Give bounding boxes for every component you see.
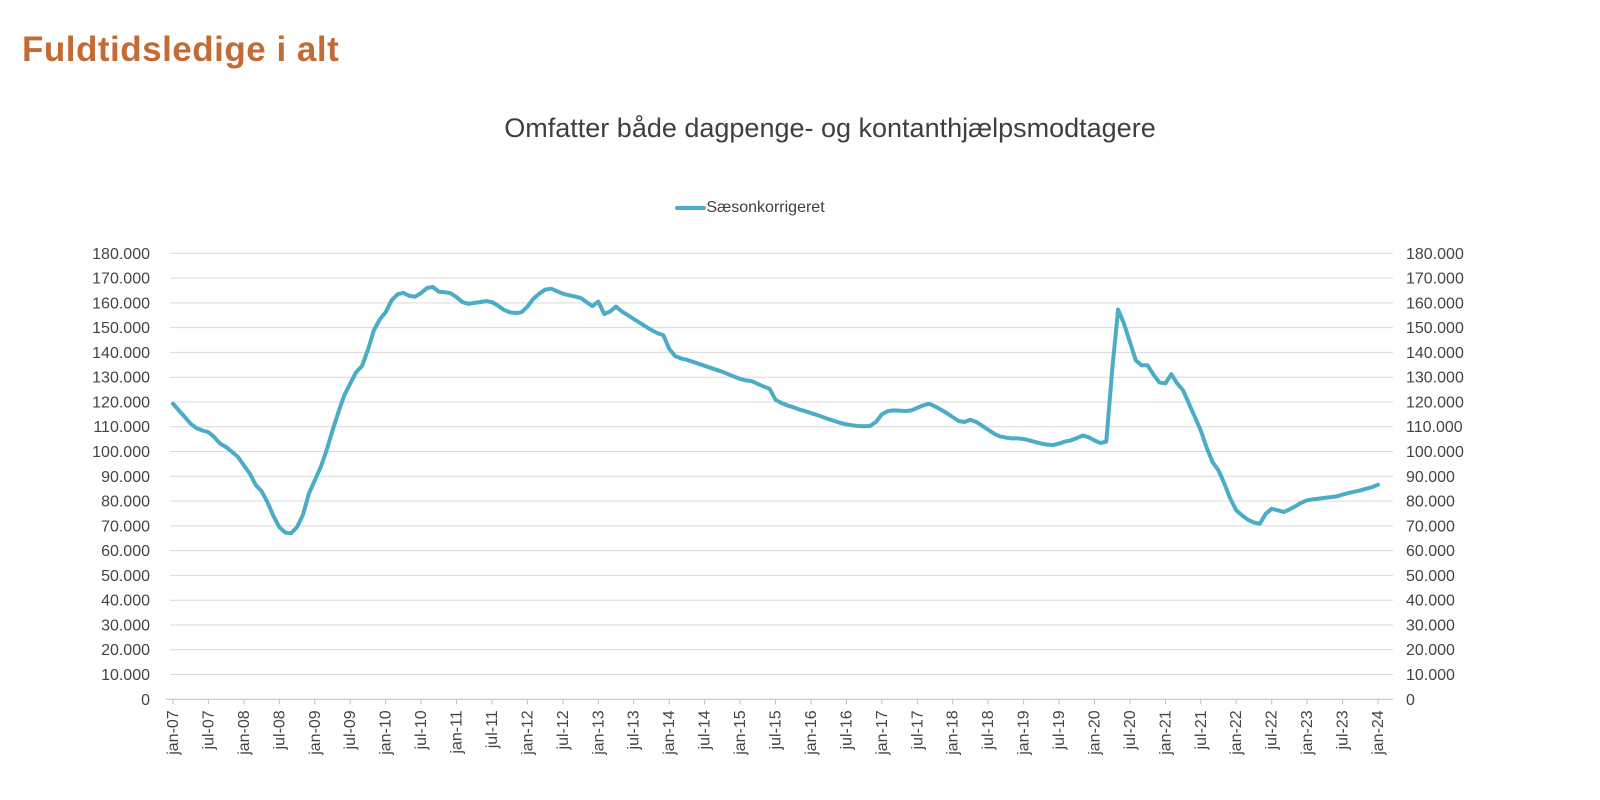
- data-line-saesonkorrigeret: [171, 285, 1380, 536]
- y-axis-label-right: 50.000: [1406, 568, 1455, 585]
- x-axis-label: jul-11: [484, 710, 501, 749]
- y-axis-label-left: 130.000: [92, 370, 150, 387]
- y-axis-label-right: 30.000: [1406, 618, 1455, 635]
- x-axis-label: jan-14: [661, 710, 678, 756]
- y-axis-label-left: 40.000: [101, 593, 150, 610]
- x-axis-label: jan-10: [378, 710, 395, 756]
- y-axis-label-right: 40.000: [1406, 593, 1455, 610]
- x-axis-label: jan-16: [803, 710, 820, 756]
- y-axis-label-right: 10.000: [1406, 667, 1455, 684]
- y-axis-label-left: 70.000: [101, 518, 150, 535]
- y-axis-label-left: 140.000: [92, 345, 150, 362]
- y-axis-label-left: 60.000: [101, 543, 150, 560]
- x-axis-label: jul-07: [200, 710, 217, 750]
- y-axis-label-left: 110.000: [93, 419, 150, 436]
- y-axis-label-left: 170.000: [92, 271, 150, 288]
- y-axis-label-left: 90.000: [101, 469, 150, 486]
- x-axis-label: jul-12: [555, 710, 572, 750]
- y-axis-label-left: 20.000: [101, 642, 150, 659]
- x-axis-label: jul-23: [1335, 710, 1352, 750]
- y-axis-label-left: 30.000: [101, 618, 150, 635]
- y-axis-label-right: 150.000: [1406, 320, 1464, 337]
- y-axis-label-left: 100.000: [92, 444, 150, 461]
- y-axis-label-right: 120.000: [1406, 395, 1464, 412]
- y-axis-label-right: 130.000: [1406, 370, 1464, 387]
- x-axis-label: jul-13: [626, 710, 643, 750]
- x-axis-label: jul-22: [1264, 710, 1281, 750]
- x-axis-label: jan-24: [1370, 710, 1387, 756]
- y-axis-label-right: 90.000: [1406, 469, 1455, 486]
- x-axis-label: jul-19: [1051, 710, 1068, 750]
- x-axis-label: jan-12: [519, 710, 536, 756]
- y-axis-label-right: 100.000: [1406, 444, 1464, 461]
- x-axis-label: jul-09: [342, 710, 359, 750]
- x-axis-label: jul-18: [980, 710, 997, 750]
- x-axis-label: jul-15: [768, 710, 785, 750]
- chart-legend: Sæsonkorrigeret: [0, 199, 1500, 217]
- x-axis-label: jul-10: [413, 710, 430, 750]
- y-axis-label-left: 50.000: [101, 568, 150, 585]
- y-axis-label-right: 180.000: [1406, 246, 1464, 263]
- y-axis-label-left: 160.000: [92, 295, 150, 312]
- page-title: Fuldtidsledige i alt: [22, 30, 340, 69]
- y-axis-label-right: 70.000: [1406, 518, 1455, 535]
- x-axis-label: jan-11: [449, 710, 466, 754]
- x-axis-label: jan-20: [1087, 710, 1104, 756]
- chart-subtitle: Omfatter både dagpenge- og kontanthjælps…: [504, 113, 1156, 143]
- y-axis-label-right: 0: [1406, 692, 1415, 709]
- x-axis-label: jul-21: [1193, 710, 1210, 750]
- x-axis-label: jan-23: [1299, 710, 1316, 756]
- x-axis-label: jul-17: [909, 710, 926, 750]
- y-axis-label-right: 170.000: [1406, 271, 1464, 288]
- x-axis-label: jan-22: [1228, 710, 1245, 756]
- x-axis-label: jan-19: [1016, 710, 1033, 756]
- legend-label: Sæsonkorrigeret: [706, 199, 825, 216]
- x-axis-label: jan-13: [590, 710, 607, 756]
- x-axis-label: jul-08: [271, 710, 288, 750]
- x-axis-label: jul-14: [697, 710, 714, 750]
- x-axis-label: jul-16: [838, 710, 855, 750]
- y-axis-label-left: 80.000: [101, 494, 150, 511]
- y-axis-label-right: 110.000: [1406, 419, 1463, 436]
- x-axis-label: jan-15: [732, 710, 749, 756]
- x-axis-label: jan-09: [307, 710, 324, 756]
- y-axis-label-right: 160.000: [1406, 295, 1464, 312]
- y-axis-label-right: 140.000: [1406, 345, 1464, 362]
- y-axis-label-left: 180.000: [92, 246, 150, 263]
- y-axis-label-right: 80.000: [1406, 494, 1455, 511]
- y-axis-label-left: 120.000: [92, 395, 150, 412]
- y-axis-label-left: 0: [141, 692, 150, 709]
- x-axis-label: jan-07: [165, 710, 182, 756]
- x-axis-label: jan-08: [236, 710, 253, 756]
- y-axis-label-left: 10.000: [101, 667, 150, 684]
- y-axis-label-left: 150.000: [92, 320, 150, 337]
- legend-line-swatch: [675, 206, 707, 210]
- y-axis-label-right: 60.000: [1406, 543, 1455, 560]
- y-axis-label-right: 20.000: [1406, 642, 1455, 659]
- x-axis-label: jul-20: [1122, 710, 1139, 750]
- x-axis-label: jan-17: [874, 710, 891, 756]
- x-axis-label: jan-21: [1157, 710, 1174, 756]
- x-axis-label: jan-18: [945, 710, 962, 756]
